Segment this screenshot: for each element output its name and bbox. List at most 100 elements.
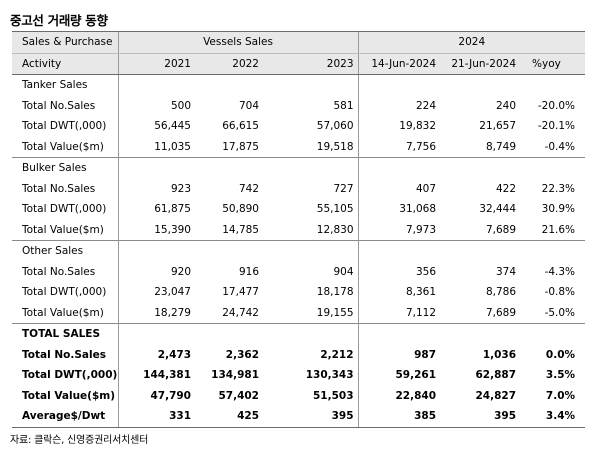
section-title: Bulker Sales — [12, 157, 119, 179]
table-row: Total Value($m) 15,390 14,785 12,830 7,973 7,… — [12, 219, 585, 241]
table-row: Total No.Sales 500 704 581 224 240 -20.0% — [12, 95, 585, 116]
data-table: Sales & Purchase Vessels Sales 2024 Acti… — [12, 32, 586, 427]
row-label: Total No.Sales — [12, 95, 119, 116]
cell-2022: 17,477 — [222, 286, 259, 299]
cell-pct-yoy: -0.8% — [544, 286, 576, 299]
section-title-spacer — [358, 75, 585, 96]
section-title: TOTAL SALES — [12, 323, 119, 345]
cell-week-1: 385 — [414, 410, 437, 423]
cell-pct-yoy: -0.4% — [544, 140, 576, 153]
page-title: 중고선 거래량 동향 — [10, 13, 108, 28]
cell-2021: 920 — [170, 265, 191, 278]
cell-2022: 134,981 — [211, 369, 259, 382]
section-title-spacer — [118, 240, 195, 262]
cell-pct-yoy: -5.0% — [544, 306, 576, 319]
table-row: Total No.Sales 2,473 2,362 2,212 987 1,036 0.0… — [12, 344, 585, 365]
cell-2022: 24,742 — [222, 306, 259, 319]
cell-2021: 18,279 — [154, 306, 191, 319]
cell-week-2: 374 — [495, 265, 517, 278]
cell-2021: 500 — [170, 99, 191, 112]
cell-week-2: 7,689 — [485, 306, 517, 319]
cell-week-2: 62,887 — [475, 369, 517, 382]
vessel-sales-table: Sales & Purchase Vessels Sales 2024 Acti… — [12, 31, 586, 428]
row-label: Total No.Sales — [12, 178, 119, 199]
cell-week-2: 32,444 — [479, 203, 517, 216]
cell-2023: 904 — [263, 261, 359, 282]
section-title-row: Bulker Sales — [12, 157, 586, 179]
section-title-spacer — [358, 323, 586, 345]
cell-2023: 130,343 — [263, 365, 359, 386]
row-label: Total Value($m) — [12, 385, 119, 406]
cell-2022: 57,402 — [218, 389, 259, 402]
header-2022: 2022 — [195, 53, 263, 75]
section-title-row: Other Sales — [12, 240, 586, 262]
header-row-2: Activity 2021 2022 2023 14-Jun-2024 21-J… — [12, 53, 586, 75]
row-label: Total DWT(,000) — [12, 282, 119, 303]
table-row: Total No.Sales 920 916 904 356 374 -4.3% — [12, 261, 585, 282]
cell-2021: 144,381 — [143, 369, 191, 382]
cell-2021: 331 — [169, 410, 191, 423]
table-row: Total Value($m) 18,279 24,742 19,155 7,112 7,… — [12, 302, 585, 324]
row-label: Total Value($m) — [12, 219, 119, 241]
section-title-spacer — [195, 323, 263, 345]
cell-pct-yoy: 7.0% — [545, 389, 576, 402]
row-label: Total Value($m) — [12, 136, 119, 158]
header-2023: 2023 — [263, 53, 359, 75]
header-2021: 2021 — [118, 53, 195, 75]
cell-week-2: 24,827 — [475, 389, 517, 402]
cell-pct-yoy: 3.5% — [545, 369, 576, 382]
table-row: Total DWT(,000) 61,875 50,890 55,105 31,068 3… — [12, 199, 585, 220]
row-label: Total No.Sales — [12, 261, 119, 282]
cell-2023: 19,518 — [263, 136, 359, 158]
cell-2022: 916 — [238, 265, 259, 278]
header-sales-purchase: Sales & Purchase — [12, 32, 119, 54]
cell-2022: 50,890 — [222, 203, 259, 216]
header-row-1: Sales & Purchase Vessels Sales 2024 — [12, 32, 586, 54]
cell-week-1: 59,261 — [395, 369, 437, 382]
cell-2021: 11,035 — [154, 140, 191, 153]
row-label: Total Value($m) — [12, 302, 119, 324]
cell-2022: 17,875 — [222, 140, 259, 153]
cell-week-1: 31,068 — [399, 203, 437, 216]
cell-2022: 425 — [237, 410, 259, 423]
cell-pct-yoy: 21.6% — [541, 223, 576, 236]
section-title-spacer — [195, 240, 263, 262]
cell-week-2: 7,689 — [485, 223, 517, 236]
cell-2023: 55,105 — [263, 199, 359, 220]
table-row: Total DWT(,000) 56,445 66,615 57,060 19,832 2… — [12, 116, 585, 137]
table-row: Total Value($m) 47,790 57,402 51,503 22,840 2… — [12, 385, 585, 406]
cell-2023: 19,155 — [263, 302, 359, 324]
cell-2023: 727 — [263, 178, 359, 199]
cell-2023: 18,178 — [263, 282, 359, 303]
section-title-spacer — [358, 240, 586, 262]
cell-week-1: 224 — [415, 99, 437, 112]
cell-week-1: 8,361 — [405, 286, 437, 299]
section-title-row: Tanker Sales — [12, 74, 585, 96]
cell-pct-yoy: -20.0% — [537, 99, 576, 112]
cell-pct-yoy: 22.3% — [541, 182, 576, 195]
header-activity: Activity — [12, 53, 119, 75]
cell-2022: 704 — [238, 99, 259, 112]
cell-week-2: 422 — [495, 182, 517, 195]
section-title-spacer — [263, 74, 359, 96]
section-title-spacer — [195, 157, 263, 179]
cell-2023: 51,503 — [263, 385, 359, 406]
source-note: 자료: 클락슨, 신영증권리서치센터 — [10, 435, 149, 446]
cell-week-1: 19,832 — [399, 120, 437, 133]
table-row: Total DWT(,000) 23,047 17,477 18,178 8,361 8,… — [12, 282, 585, 303]
cell-pct-yoy: 3.4% — [545, 410, 576, 423]
table-row: Total DWT(,000) 144,381 134,981 130,343 59,2… — [12, 365, 585, 386]
cell-2022: 66,615 — [222, 120, 259, 133]
section-title-spacer — [118, 157, 195, 179]
cell-pct-yoy: 0.0% — [545, 348, 576, 361]
section-title-row: TOTAL SALES — [12, 323, 586, 345]
section-title-spacer — [263, 323, 359, 345]
cell-2022: 2,362 — [225, 348, 259, 361]
section-title-spacer — [263, 240, 359, 262]
cell-2021: 923 — [170, 182, 191, 195]
cell-week-1: 22,840 — [395, 389, 437, 402]
cell-week-2: 8,786 — [485, 286, 517, 299]
row-label: Total No.Sales — [12, 344, 119, 365]
section-title: Other Sales — [12, 240, 119, 262]
table-row: Average$/Dwt 331 425 395 385 395 3.4% — [12, 406, 585, 427]
